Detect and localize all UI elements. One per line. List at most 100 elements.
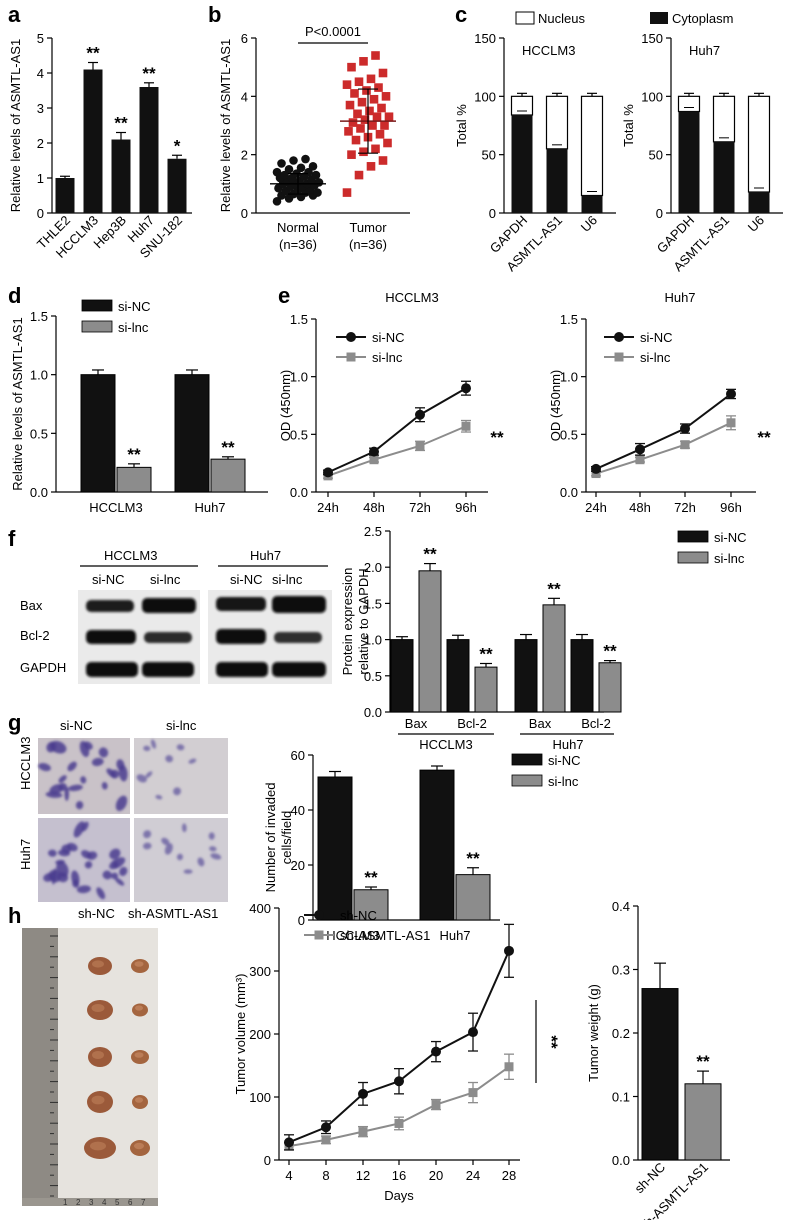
panel-label-e: e <box>278 283 290 308</box>
data-point <box>353 109 362 119</box>
data-point <box>296 163 306 173</box>
legend-marker <box>346 352 356 362</box>
blot-lane-label-1: si-NC <box>92 572 125 587</box>
y-tick-label: 40 <box>291 803 305 818</box>
subplot-title: Huh7 <box>689 43 720 58</box>
significance-mark: ** <box>757 428 771 447</box>
data-point <box>461 383 471 394</box>
y-tick-label: 0.5 <box>290 427 308 442</box>
data-point <box>354 170 364 180</box>
stained-cell <box>64 787 70 801</box>
bar <box>474 666 498 713</box>
legend-swatch <box>511 753 543 766</box>
data-point <box>365 106 374 116</box>
data-point <box>359 57 368 66</box>
stained-cell <box>81 821 89 832</box>
y-tick-label: 1.0 <box>30 368 48 383</box>
data-point <box>272 197 282 206</box>
data-point <box>342 80 352 89</box>
blot-lane-label-2: si-lnc <box>150 572 181 587</box>
bar-nucleus <box>747 95 771 193</box>
data-point <box>380 121 389 130</box>
subplot-title: Huh7 <box>664 290 695 305</box>
y-tick-label: 200 <box>249 1027 271 1042</box>
data-point <box>468 1088 478 1098</box>
significance-mark: ** <box>542 1035 561 1049</box>
y-axis-title: OD (450nm) <box>548 370 563 442</box>
data-point <box>369 94 379 104</box>
bar <box>514 639 538 713</box>
y-tick-label: 1.5 <box>290 312 308 327</box>
x-tick-label: 24h <box>585 500 607 515</box>
y-tick-label: 0.0 <box>612 1153 630 1168</box>
x-tick-label: 20 <box>429 1168 443 1183</box>
legend-label: si-NC <box>118 299 151 314</box>
y-tick-label: 0.0 <box>364 705 382 720</box>
bar <box>139 87 159 213</box>
data-point <box>468 1027 478 1038</box>
data-point <box>369 446 379 457</box>
bar <box>418 570 442 713</box>
y-axis-title: Protein expression <box>340 568 355 676</box>
band-bax-2 <box>142 598 196 613</box>
stained-cell <box>67 761 77 772</box>
stained-cell <box>210 853 222 860</box>
data-point <box>360 115 370 124</box>
band-gapdh-1 <box>86 662 138 677</box>
data-point <box>394 1118 404 1128</box>
blot-bands <box>86 596 326 677</box>
x-tick-label: 96h <box>455 500 477 515</box>
group-label: HCCLM3 <box>419 737 472 752</box>
data-point <box>415 441 425 451</box>
x-tick-label: Normal <box>277 220 319 235</box>
y-tick-label: 0.2 <box>612 1026 630 1041</box>
stained-cell <box>176 744 185 751</box>
ruler-mark-label: 1 <box>63 1198 68 1207</box>
data-point <box>342 188 352 197</box>
data-point <box>726 388 736 399</box>
bar <box>446 639 470 713</box>
significance-mark: ** <box>423 545 437 564</box>
invasion-row-label-1: HCCLM3 <box>18 737 33 790</box>
legend-swatch <box>81 320 113 333</box>
significance-mark: ** <box>696 1052 710 1071</box>
data-point <box>366 162 376 171</box>
stained-cell <box>76 885 91 894</box>
data-point <box>280 170 289 180</box>
data-point <box>504 945 514 956</box>
series-line <box>595 393 732 470</box>
y-axis-title: OD (450nm) <box>278 370 293 442</box>
panel-label-g: g <box>8 710 21 735</box>
data-point <box>680 440 690 450</box>
data-point <box>321 1122 331 1133</box>
stained-cell <box>208 832 215 840</box>
y-tick-label: 2.5 <box>364 524 382 539</box>
stained-cell <box>136 774 147 783</box>
significance-mark: ** <box>86 44 100 63</box>
bar <box>80 374 116 493</box>
stained-cell <box>58 775 67 783</box>
bar-nucleus <box>580 95 604 197</box>
stained-cell <box>83 741 93 750</box>
bar <box>419 769 455 921</box>
y-axis-title: Total % <box>621 104 636 147</box>
legend-swatch <box>511 774 543 787</box>
data-point <box>277 159 286 168</box>
data-point <box>348 118 358 127</box>
stained-cell <box>119 866 128 876</box>
x-tick-label: Huh7 <box>439 928 470 943</box>
legend-label: si-NC <box>548 753 581 768</box>
data-point <box>383 138 392 148</box>
stained-cell <box>165 755 174 763</box>
x-tick-label: Tumor <box>349 220 387 235</box>
y-tick-label: 0 <box>298 913 305 928</box>
stained-cell <box>209 846 217 852</box>
y-tick-label: 0 <box>37 206 44 221</box>
stained-cell <box>72 879 80 888</box>
y-axis-title: cells/field <box>279 811 294 864</box>
bar-nucleus <box>677 95 701 113</box>
legend-label-cytoplasm: Cytoplasm <box>672 11 733 26</box>
significance-mark: ** <box>490 428 504 447</box>
